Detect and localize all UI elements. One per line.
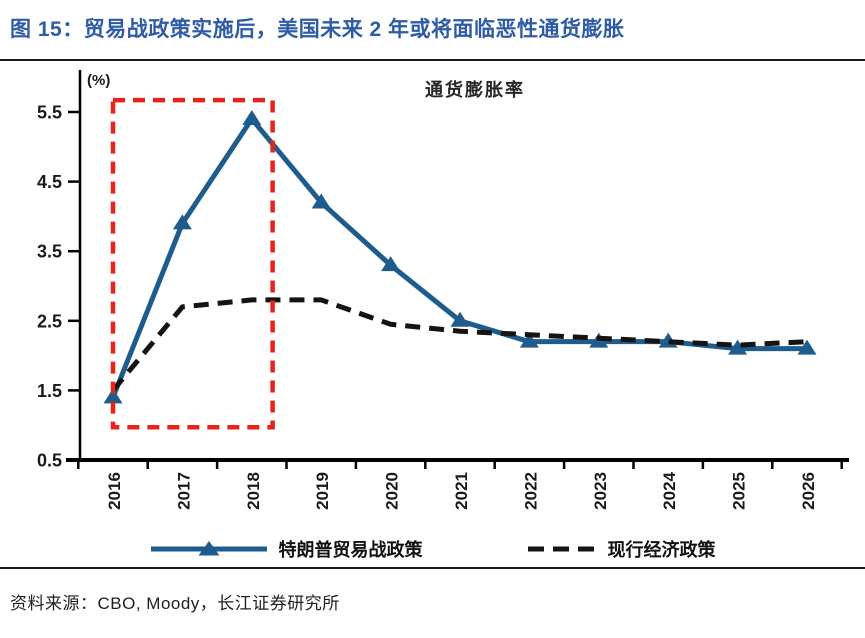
x-tick-label: 2017 (174, 472, 193, 510)
y-tick-label: 4.5 (37, 172, 62, 192)
y-tick-label: 5.5 (37, 103, 62, 123)
series-marker-triangle (381, 256, 401, 272)
y-tick-label: 2.5 (37, 311, 62, 331)
series-marker-triangle (103, 388, 123, 404)
y-tick-label: 3.5 (37, 242, 62, 262)
x-tick-label: 2021 (452, 472, 471, 510)
series-marker-triangle (658, 332, 678, 348)
legend-item-current-policy: 现行经济政策 (527, 536, 716, 562)
source-divider (0, 567, 865, 569)
highlight-rect-annotation (110, 97, 275, 430)
x-tick-label: 2022 (521, 472, 540, 510)
series-marker-triangle (172, 214, 192, 230)
series-marker-triangle (728, 339, 748, 355)
x-tick-label: 2025 (730, 472, 749, 510)
x-tick-label: 2020 (383, 472, 402, 510)
chart-legend: 特朗普贸易战政策 现行经济政策 (0, 532, 865, 566)
legend-label-current-policy: 现行经济政策 (607, 540, 716, 560)
legend-label-trade-war-policy: 特朗普贸易战政策 (278, 540, 423, 560)
series-marker-triangle (242, 109, 262, 125)
figure-title: 图 15：贸易战政策实施后，美国未来 2 年或将面临恶性通货膨胀 (10, 18, 625, 41)
x-tick-label: 2018 (244, 472, 263, 510)
x-tick-label: 2024 (660, 471, 679, 509)
y-tick-label: 0.5 (37, 451, 62, 471)
x-tick-label: 2019 (313, 472, 332, 510)
trump-series-line-swatch-icon (150, 541, 267, 556)
series-marker-triangle (797, 339, 817, 355)
source-note: 资料来源：CBO, Moody，长江证券研究所 (10, 594, 340, 613)
y-axis-unit-label: (%) (87, 72, 111, 89)
series-marker-triangle (519, 332, 539, 348)
series-marker-triangle (311, 193, 331, 209)
series-line-current-policy (111, 297, 808, 392)
title-divider (0, 59, 865, 61)
series-marker-triangle (589, 332, 609, 348)
x-tick-label: 2023 (591, 472, 610, 510)
x-tick-label: 2026 (799, 472, 818, 510)
legend-item-trade-war-policy: 特朗普贸易战政策 (150, 536, 423, 562)
x-tick-label: 2016 (105, 472, 124, 510)
chart-title: 通货膨胀率 (425, 80, 525, 100)
y-tick-label: 1.5 (37, 381, 62, 401)
current-policy-dashed-swatch-icon (527, 546, 596, 552)
series-line-trade-war (110, 116, 810, 400)
series-marker-triangle (450, 311, 470, 327)
